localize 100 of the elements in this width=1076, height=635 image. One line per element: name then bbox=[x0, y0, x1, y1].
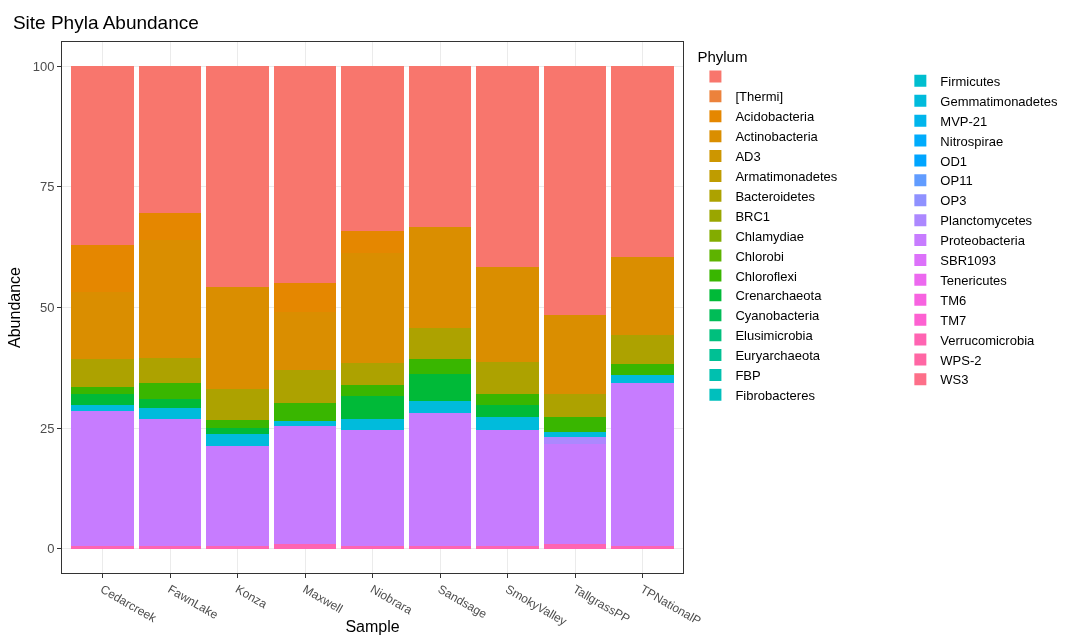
legend-label: TM7 bbox=[940, 312, 967, 328]
bar bbox=[341, 429, 404, 546]
legend-label: Chlorobi bbox=[735, 248, 784, 264]
legend-label: AD3 bbox=[735, 149, 761, 165]
bar bbox=[206, 287, 269, 389]
bar bbox=[476, 66, 539, 267]
bar bbox=[206, 428, 269, 434]
bar bbox=[611, 66, 674, 258]
bar bbox=[71, 393, 134, 406]
legend-label: SBR1093 bbox=[940, 253, 997, 269]
bar bbox=[71, 410, 134, 546]
bar bbox=[408, 413, 472, 546]
bar bbox=[206, 433, 269, 447]
bar bbox=[206, 388, 269, 421]
bar bbox=[476, 394, 539, 405]
legend-label: BRC1 bbox=[735, 208, 771, 224]
bar bbox=[611, 374, 674, 383]
y-tick-label: 50 bbox=[39, 300, 55, 316]
legend-label: TM6 bbox=[940, 292, 967, 308]
bar bbox=[408, 359, 472, 374]
bar bbox=[138, 408, 202, 420]
legend-label: Elusimicrobia bbox=[735, 328, 814, 344]
bar bbox=[71, 405, 134, 411]
bar bbox=[341, 418, 404, 430]
legend-label: Fibrobacteres bbox=[735, 387, 816, 403]
bar bbox=[543, 444, 607, 545]
bar bbox=[206, 65, 269, 288]
legend-label: MVP-21 bbox=[940, 113, 988, 129]
bar bbox=[273, 66, 337, 284]
legend-label: FBP bbox=[735, 368, 761, 384]
bar bbox=[543, 437, 607, 445]
bar bbox=[71, 387, 134, 394]
legend-label: OP11 bbox=[940, 173, 973, 189]
legend-label: Nitrospirae bbox=[940, 133, 1004, 149]
bar bbox=[611, 363, 674, 375]
legend-label: [Thermi] bbox=[735, 89, 784, 105]
bar bbox=[543, 394, 607, 417]
legend-title: Phylum bbox=[697, 47, 748, 65]
bar bbox=[138, 419, 202, 546]
y-axis-title: Abundance bbox=[5, 266, 23, 348]
bar bbox=[476, 266, 539, 362]
legend-label: Actinobacteria bbox=[735, 129, 819, 145]
legend-label: WS3 bbox=[940, 372, 969, 388]
bar bbox=[273, 544, 337, 549]
bar bbox=[476, 404, 539, 417]
bar bbox=[71, 359, 134, 388]
legend-label: Chlamydiae bbox=[735, 228, 805, 244]
bar bbox=[206, 420, 269, 429]
bar bbox=[408, 328, 472, 360]
bar bbox=[611, 334, 674, 364]
bar bbox=[71, 66, 134, 246]
legend-label: Firmicutes bbox=[940, 73, 1001, 89]
legend-label: Gemmatimonadetes bbox=[940, 93, 1058, 109]
bar bbox=[611, 382, 674, 546]
bar bbox=[138, 545, 202, 549]
bar bbox=[341, 362, 404, 385]
bar bbox=[543, 416, 607, 432]
legend-label: Crenarchaeota bbox=[735, 288, 823, 304]
bar bbox=[408, 373, 472, 401]
bar bbox=[206, 446, 269, 546]
bar bbox=[138, 382, 202, 399]
legend-label: WPS-2 bbox=[940, 352, 982, 368]
legend-label: Euryarchaeota bbox=[735, 348, 821, 364]
legend-label: OD1 bbox=[940, 153, 968, 169]
bar bbox=[408, 400, 472, 414]
legend-label: Verrucomicrobia bbox=[940, 332, 1036, 348]
legend-label: Cyanobacteria bbox=[735, 308, 821, 324]
y-tick-label: 25 bbox=[39, 420, 55, 436]
y-tick-label: 0 bbox=[47, 541, 55, 557]
bar bbox=[341, 545, 404, 549]
bar bbox=[408, 545, 472, 549]
bar bbox=[543, 66, 607, 316]
bar bbox=[476, 545, 539, 549]
bar bbox=[273, 403, 337, 421]
bar bbox=[71, 545, 134, 549]
legend-label: Bacteroidetes bbox=[735, 188, 816, 204]
bar bbox=[476, 416, 539, 430]
bar bbox=[611, 545, 674, 549]
bar bbox=[341, 396, 404, 419]
bar bbox=[341, 66, 404, 231]
y-tick-label: 100 bbox=[32, 58, 55, 74]
legend-label: Acidobacteria bbox=[735, 109, 815, 125]
bar bbox=[341, 384, 404, 397]
legend-label: Proteobacteria bbox=[940, 233, 1026, 249]
legend-label: Planctomycetes bbox=[940, 213, 1033, 229]
legend-label: Chloroflexi bbox=[735, 268, 797, 284]
y-tick-label: 75 bbox=[39, 179, 55, 195]
bar bbox=[273, 426, 337, 545]
bar bbox=[476, 361, 539, 395]
bar bbox=[611, 257, 674, 335]
x-axis-title: Sample bbox=[345, 618, 400, 635]
bar bbox=[138, 358, 202, 383]
legend-label: Armatimonadetes bbox=[735, 169, 838, 185]
bar bbox=[138, 398, 202, 409]
bar bbox=[543, 315, 607, 395]
legend-label: OP3 bbox=[940, 193, 967, 209]
bar bbox=[408, 66, 472, 227]
bar bbox=[273, 370, 337, 404]
bar bbox=[138, 66, 202, 214]
bar bbox=[273, 420, 337, 427]
